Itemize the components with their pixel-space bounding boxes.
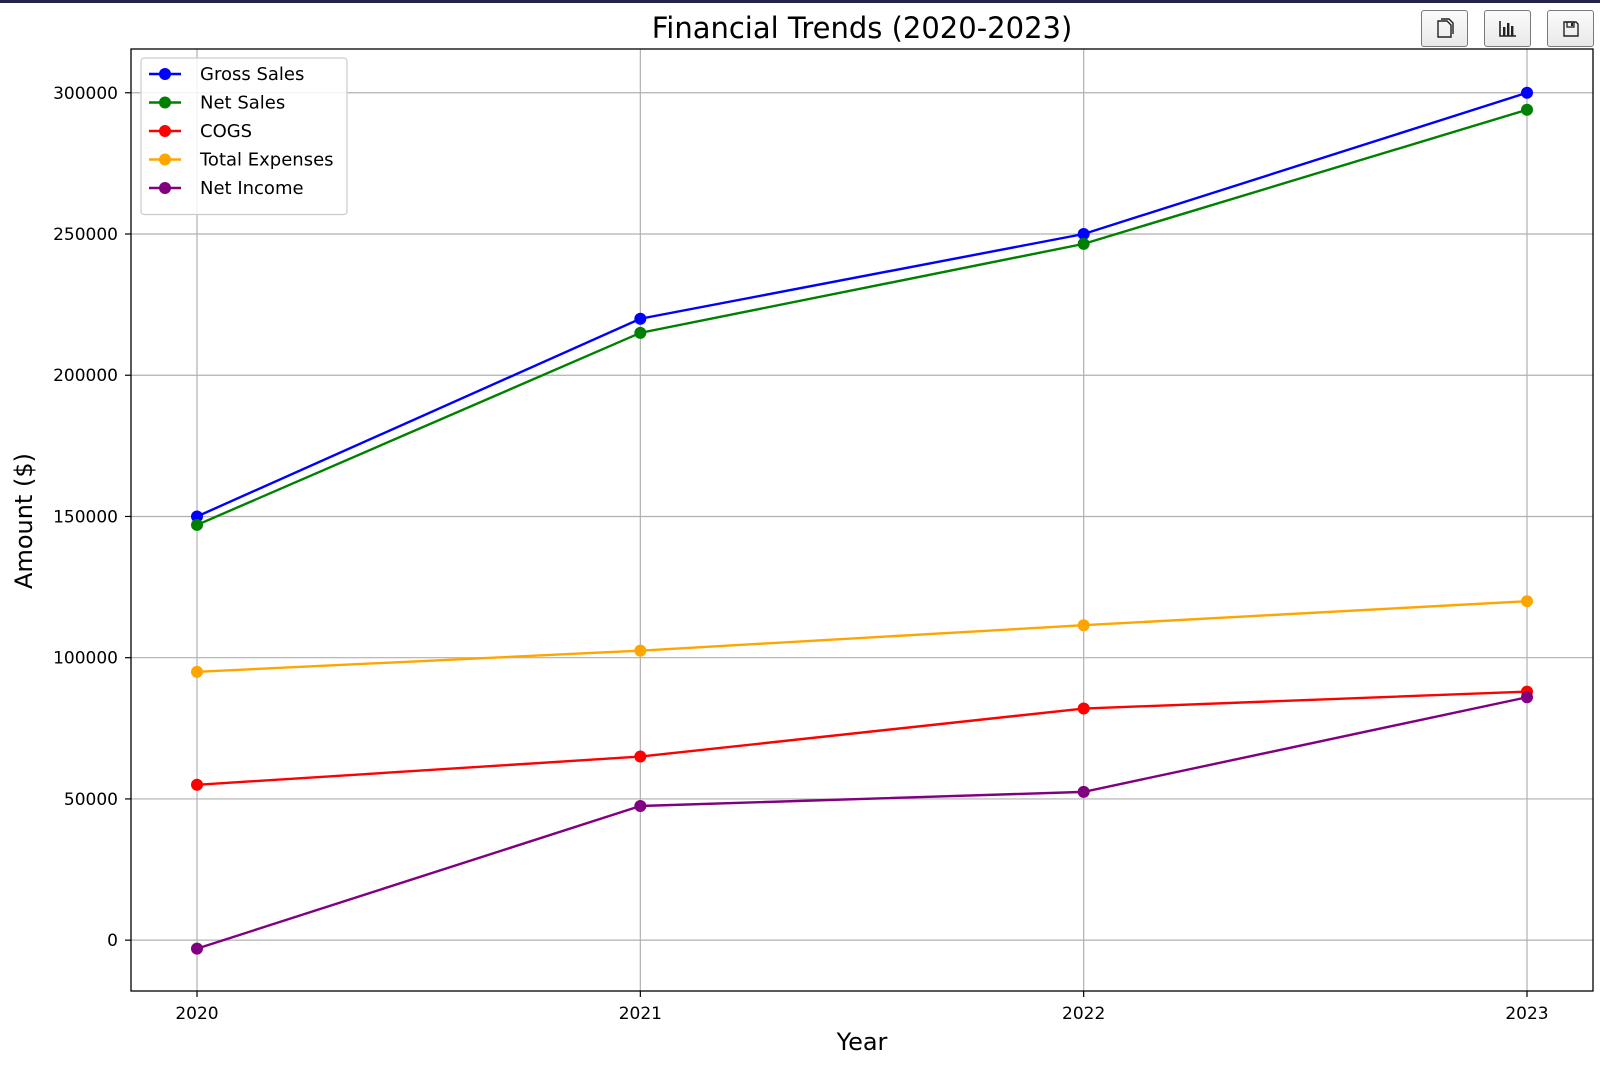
grid <box>131 49 1593 991</box>
series-line-total-expenses <box>196 600 1528 674</box>
x-tick-label: 2020 <box>175 1004 218 1024</box>
legend-label: COGS <box>200 121 252 142</box>
chart-button[interactable] <box>1484 10 1531 47</box>
data-point-gross-sales <box>1077 228 1090 241</box>
data-point-cogs <box>191 778 203 791</box>
series-line-gross-sales <box>196 91 1528 518</box>
data-point-cogs <box>634 750 647 763</box>
x-tick-label: 2021 <box>619 1004 662 1024</box>
data-point-gross-sales <box>634 312 647 325</box>
series-lines <box>191 86 1533 955</box>
data-point-net-sales <box>634 326 647 339</box>
data-point-net-sales <box>191 518 203 531</box>
chart-title: Financial Trends (2020-2023) <box>652 11 1073 45</box>
save-button[interactable] <box>1547 10 1594 47</box>
data-point-net-income <box>1521 691 1533 704</box>
legend-item: Net Sales <box>149 93 285 114</box>
plot-frame <box>130 48 1594 992</box>
axes: 0 50000 100000 150000 200000 250000 300000 2020… <box>53 84 1549 1024</box>
data-point-total-expenses <box>1077 619 1090 632</box>
series-line-cogs <box>196 690 1528 787</box>
data-point-gross-sales <box>1521 86 1533 99</box>
legend-label: Net Sales <box>200 93 285 114</box>
copy-button[interactable] <box>1421 10 1468 47</box>
legend-item: Total Expenses <box>149 150 334 171</box>
series-line-net-sales <box>196 108 1528 527</box>
data-point-gross-sales <box>191 510 203 523</box>
series-line-net-income <box>196 696 1528 950</box>
y-tick-label: 300000 <box>53 84 118 104</box>
data-point-net-sales <box>1521 103 1533 116</box>
series-net-sales <box>191 103 1533 531</box>
copy-icon <box>1436 17 1454 38</box>
legend-box <box>140 57 348 216</box>
series-cogs <box>191 685 1533 791</box>
legend-marker <box>159 68 171 80</box>
legend-label: Net Income <box>200 178 304 199</box>
y-tick-label: 250000 <box>53 225 118 245</box>
y-tick-label: 50000 <box>64 790 118 810</box>
data-point-total-expenses <box>1521 595 1533 608</box>
series-net-income <box>191 691 1533 955</box>
legend-item: Net Income <box>149 178 304 199</box>
chart-toolbar <box>1421 10 1594 47</box>
data-point-net-income <box>1077 785 1090 798</box>
save-icon <box>1562 20 1579 37</box>
y-tick-label: 100000 <box>53 649 118 669</box>
series-gross-sales <box>191 86 1533 523</box>
data-point-total-expenses <box>191 665 203 678</box>
series-total-expenses <box>191 595 1533 678</box>
data-point-cogs <box>1077 702 1090 715</box>
data-point-net-income <box>191 942 203 955</box>
legend-marker <box>159 96 171 109</box>
legend-label: Gross Sales <box>200 64 304 85</box>
x-tick-label: 2022 <box>1062 1004 1105 1024</box>
legend-marker <box>159 125 171 137</box>
window-top-border <box>0 0 1600 3</box>
legend-label: Total Expenses <box>199 150 334 171</box>
data-point-net-income <box>634 799 647 812</box>
legend: Gross Sales Net Sales COGS Total Expenses Ne… <box>140 57 348 216</box>
legend-item: COGS <box>149 121 252 142</box>
legend-marker <box>159 182 171 194</box>
data-point-total-expenses <box>634 644 647 657</box>
y-axis-label: Amount ($) <box>10 453 38 589</box>
legend-marker <box>159 153 171 166</box>
x-axis-label: Year <box>836 1028 888 1056</box>
legend-item: Gross Sales <box>149 64 304 85</box>
x-tick-label: 2023 <box>1505 1004 1548 1024</box>
y-tick-label: 200000 <box>53 366 118 386</box>
y-tick-label: 0 <box>107 931 118 951</box>
data-point-net-sales <box>1077 237 1090 250</box>
bar-chart-icon <box>1498 20 1516 37</box>
y-tick-label: 150000 <box>53 507 118 527</box>
